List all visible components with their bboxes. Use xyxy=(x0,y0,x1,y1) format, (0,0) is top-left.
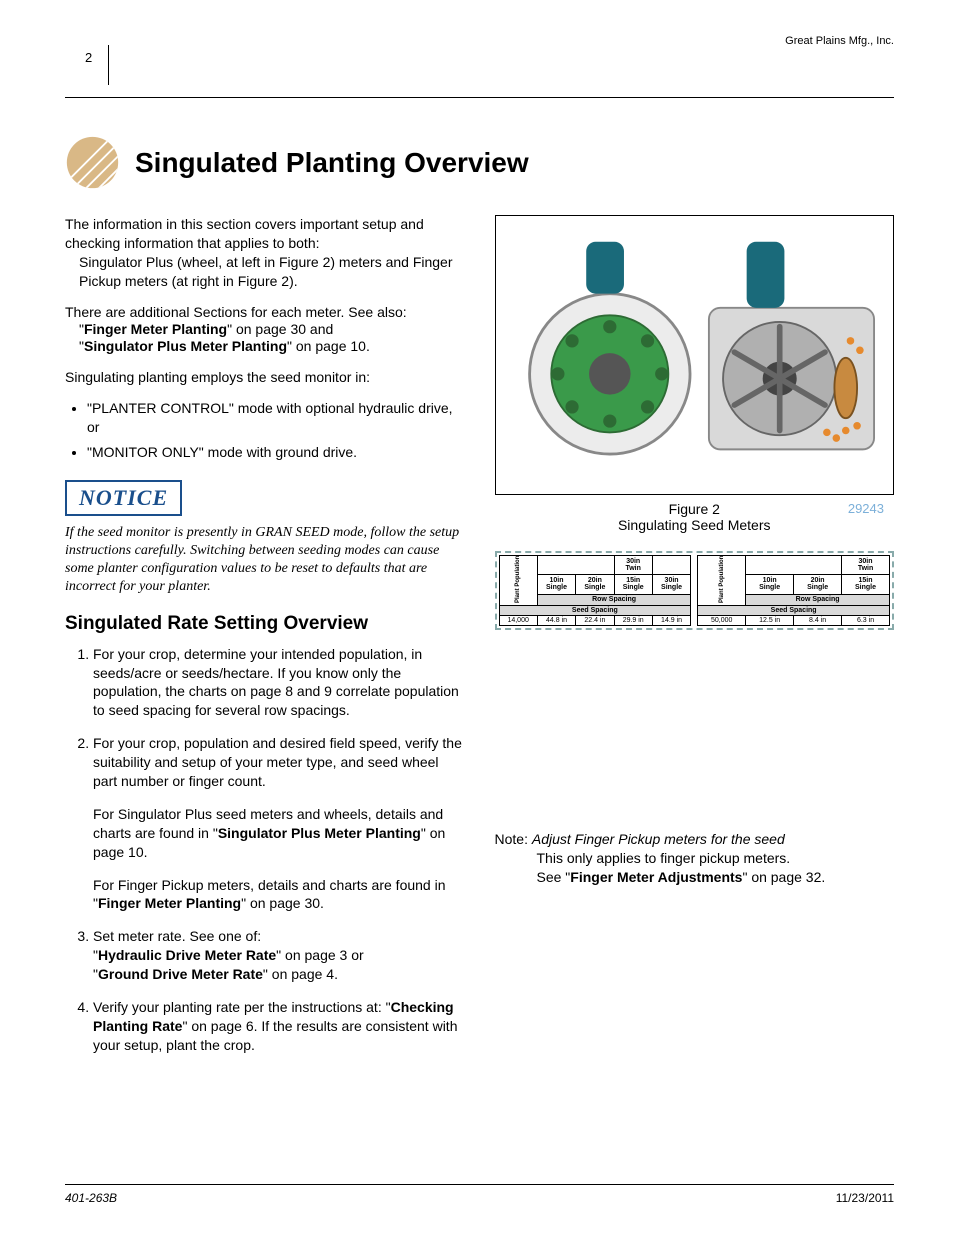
step-3: Set meter rate. See one of: "Hydraulic D… xyxy=(93,927,465,984)
seed-spacing-table-right: Plant Population Seeds/Acre 30inTwin 10i… xyxy=(697,555,890,626)
step-2: For your crop, population and desired fi… xyxy=(93,734,465,913)
intro-para-1a: The information in this section covers i… xyxy=(65,216,424,251)
intro-para-3: Singulating planting employs the seed mo… xyxy=(65,368,465,387)
mode-bullets: "PLANTER CONTROL" mode with optional hyd… xyxy=(65,399,465,462)
link-bold: Finger Meter Planting xyxy=(84,321,227,337)
intro-link-1: "Finger Meter Planting" on page 30 and xyxy=(65,321,465,337)
step-3-intro: Set meter rate. See one of: xyxy=(93,928,261,944)
footer-doc-id: 401-263B xyxy=(65,1191,117,1205)
figure-2-image xyxy=(495,215,895,495)
table-row: 14,000 44.8 in 22.4 in 29.9 in 14.9 in xyxy=(499,616,691,626)
col-20: 20inSingle xyxy=(576,575,614,594)
company-header: Great Plains Mfg., Inc. xyxy=(785,35,894,47)
seed-spacing-table-left: Plant Population Seeds/Acre 30inTwin 10i… xyxy=(499,555,692,626)
right-column: Figure 2 Singulating Seed Meters 29243 P… xyxy=(495,215,895,1069)
text: " on page 4. xyxy=(263,966,338,982)
val-cell: 22.4 in xyxy=(576,616,614,626)
page-number-divider xyxy=(108,45,109,85)
val-cell: 6.3 in xyxy=(842,616,890,626)
logo-icon xyxy=(65,135,120,190)
val-cell: 14.9 in xyxy=(652,616,690,626)
rot-header: Plant Population Seeds/Acre xyxy=(499,556,537,606)
link-bold: Singulator Plus Meter Planting xyxy=(218,825,421,841)
link-post: " on page 10. xyxy=(287,338,370,354)
left-column: The information in this section covers i… xyxy=(65,215,465,1069)
link-bold: Finger Meter Planting xyxy=(98,895,241,911)
subsection-heading: Singulated Rate Setting Overview xyxy=(65,613,465,635)
step-2-a: For your crop, population and desired fi… xyxy=(93,735,462,789)
intro-para-1: The information in this section covers i… xyxy=(65,215,465,253)
figure-caption-text: Singulating Seed Meters xyxy=(618,517,771,533)
note-label: Note: xyxy=(495,831,532,847)
seed-meters-svg xyxy=(506,226,884,484)
notice-box: NOTICE xyxy=(65,480,182,516)
link-bold: Ground Drive Meter Rate xyxy=(98,966,263,982)
twin-col: 30inTwin xyxy=(614,556,652,575)
seed-spacing-header: Seed Spacing xyxy=(499,606,691,616)
step-1: For your crop, determine your intended p… xyxy=(93,645,465,721)
page-number: 2 xyxy=(85,50,92,65)
val-cell: 29.9 in xyxy=(614,616,652,626)
intro-para-1b: Singulator Plus (wheel, at left in Figur… xyxy=(65,253,465,291)
section-title-row: Singulated Planting Overview xyxy=(65,135,529,190)
col-10: 10inSingle xyxy=(746,575,794,594)
note-block: Note: Adjust Finger Pickup meters for th… xyxy=(495,830,895,887)
bullet-monitor-only: "MONITOR ONLY" mode with ground drive. xyxy=(87,443,465,462)
notice-body: If the seed monitor is presently in GRAN… xyxy=(65,524,465,597)
rot-header: Plant Population Seeds/Acre xyxy=(698,556,746,606)
twin-col: 30inTwin xyxy=(842,556,890,575)
text: Verify your planting rate per the instru… xyxy=(93,999,391,1015)
figure-code: 29243 xyxy=(848,501,884,516)
rate-setting-steps: For your crop, determine your intended p… xyxy=(65,645,465,1055)
step-4: Verify your planting rate per the instru… xyxy=(93,998,465,1055)
note-first-line: Adjust Finger Pickup meters for the seed xyxy=(532,831,785,847)
seed-spacing-tables: Plant Population Seeds/Acre 30inTwin 10i… xyxy=(495,551,895,630)
footer-date: 11/23/2011 xyxy=(836,1191,894,1205)
seed-spacing-header: Seed Spacing xyxy=(698,606,890,616)
row-spacing-header: Row Spacing xyxy=(537,594,690,605)
notice-label: NOTICE xyxy=(79,485,168,510)
col-15: 15inSingle xyxy=(614,575,652,594)
text: " on page 3 or xyxy=(276,947,363,963)
col-10: 10inSingle xyxy=(537,575,575,594)
link-bold: Hydraulic Drive Meter Rate xyxy=(98,947,276,963)
text: " on page 32. xyxy=(742,869,825,885)
table-row: 50,000 12.5 in 8.4 in 6.3 in xyxy=(698,616,890,626)
page-footer: 401-263B 11/23/2011 xyxy=(65,1184,894,1205)
step-2-c: For Finger Pickup meters, details and ch… xyxy=(93,876,465,914)
note-line-2: This only applies to finger pickup meter… xyxy=(495,849,895,868)
intro-link-2: "Singulator Plus Meter Planting" on page… xyxy=(65,337,465,356)
figure-label: Figure 2 xyxy=(618,501,771,517)
row-spacing-header: Row Spacing xyxy=(746,594,890,605)
pop-cell: 14,000 xyxy=(499,616,537,626)
col-15: 15inSingle xyxy=(842,575,890,594)
bullet-planter-control: "PLANTER CONTROL" mode with optional hyd… xyxy=(87,399,465,437)
link-bold: Singulator Plus Meter Planting xyxy=(84,338,287,354)
top-rule xyxy=(65,97,894,98)
text: See " xyxy=(537,869,571,885)
val-cell: 44.8 in xyxy=(537,616,575,626)
footer-rule xyxy=(65,1184,894,1185)
note-line-3: See "Finger Meter Adjustments" on page 3… xyxy=(495,868,895,887)
text: " on page 30. xyxy=(241,895,324,911)
figure-2-caption: Figure 2 Singulating Seed Meters 29243 xyxy=(495,501,895,533)
val-cell: 8.4 in xyxy=(794,616,842,626)
col-20: 20inSingle xyxy=(794,575,842,594)
link-bold: Finger Meter Adjustments xyxy=(570,869,742,885)
pop-cell: 50,000 xyxy=(698,616,746,626)
section-title: Singulated Planting Overview xyxy=(135,147,529,179)
link-post: " on page 30 and xyxy=(227,321,333,337)
val-cell: 12.5 in xyxy=(746,616,794,626)
step-2-b: For Singulator Plus seed meters and whee… xyxy=(93,805,465,862)
col-30: 30inSingle xyxy=(652,575,690,594)
intro-para-2: There are additional Sections for each m… xyxy=(65,303,465,322)
